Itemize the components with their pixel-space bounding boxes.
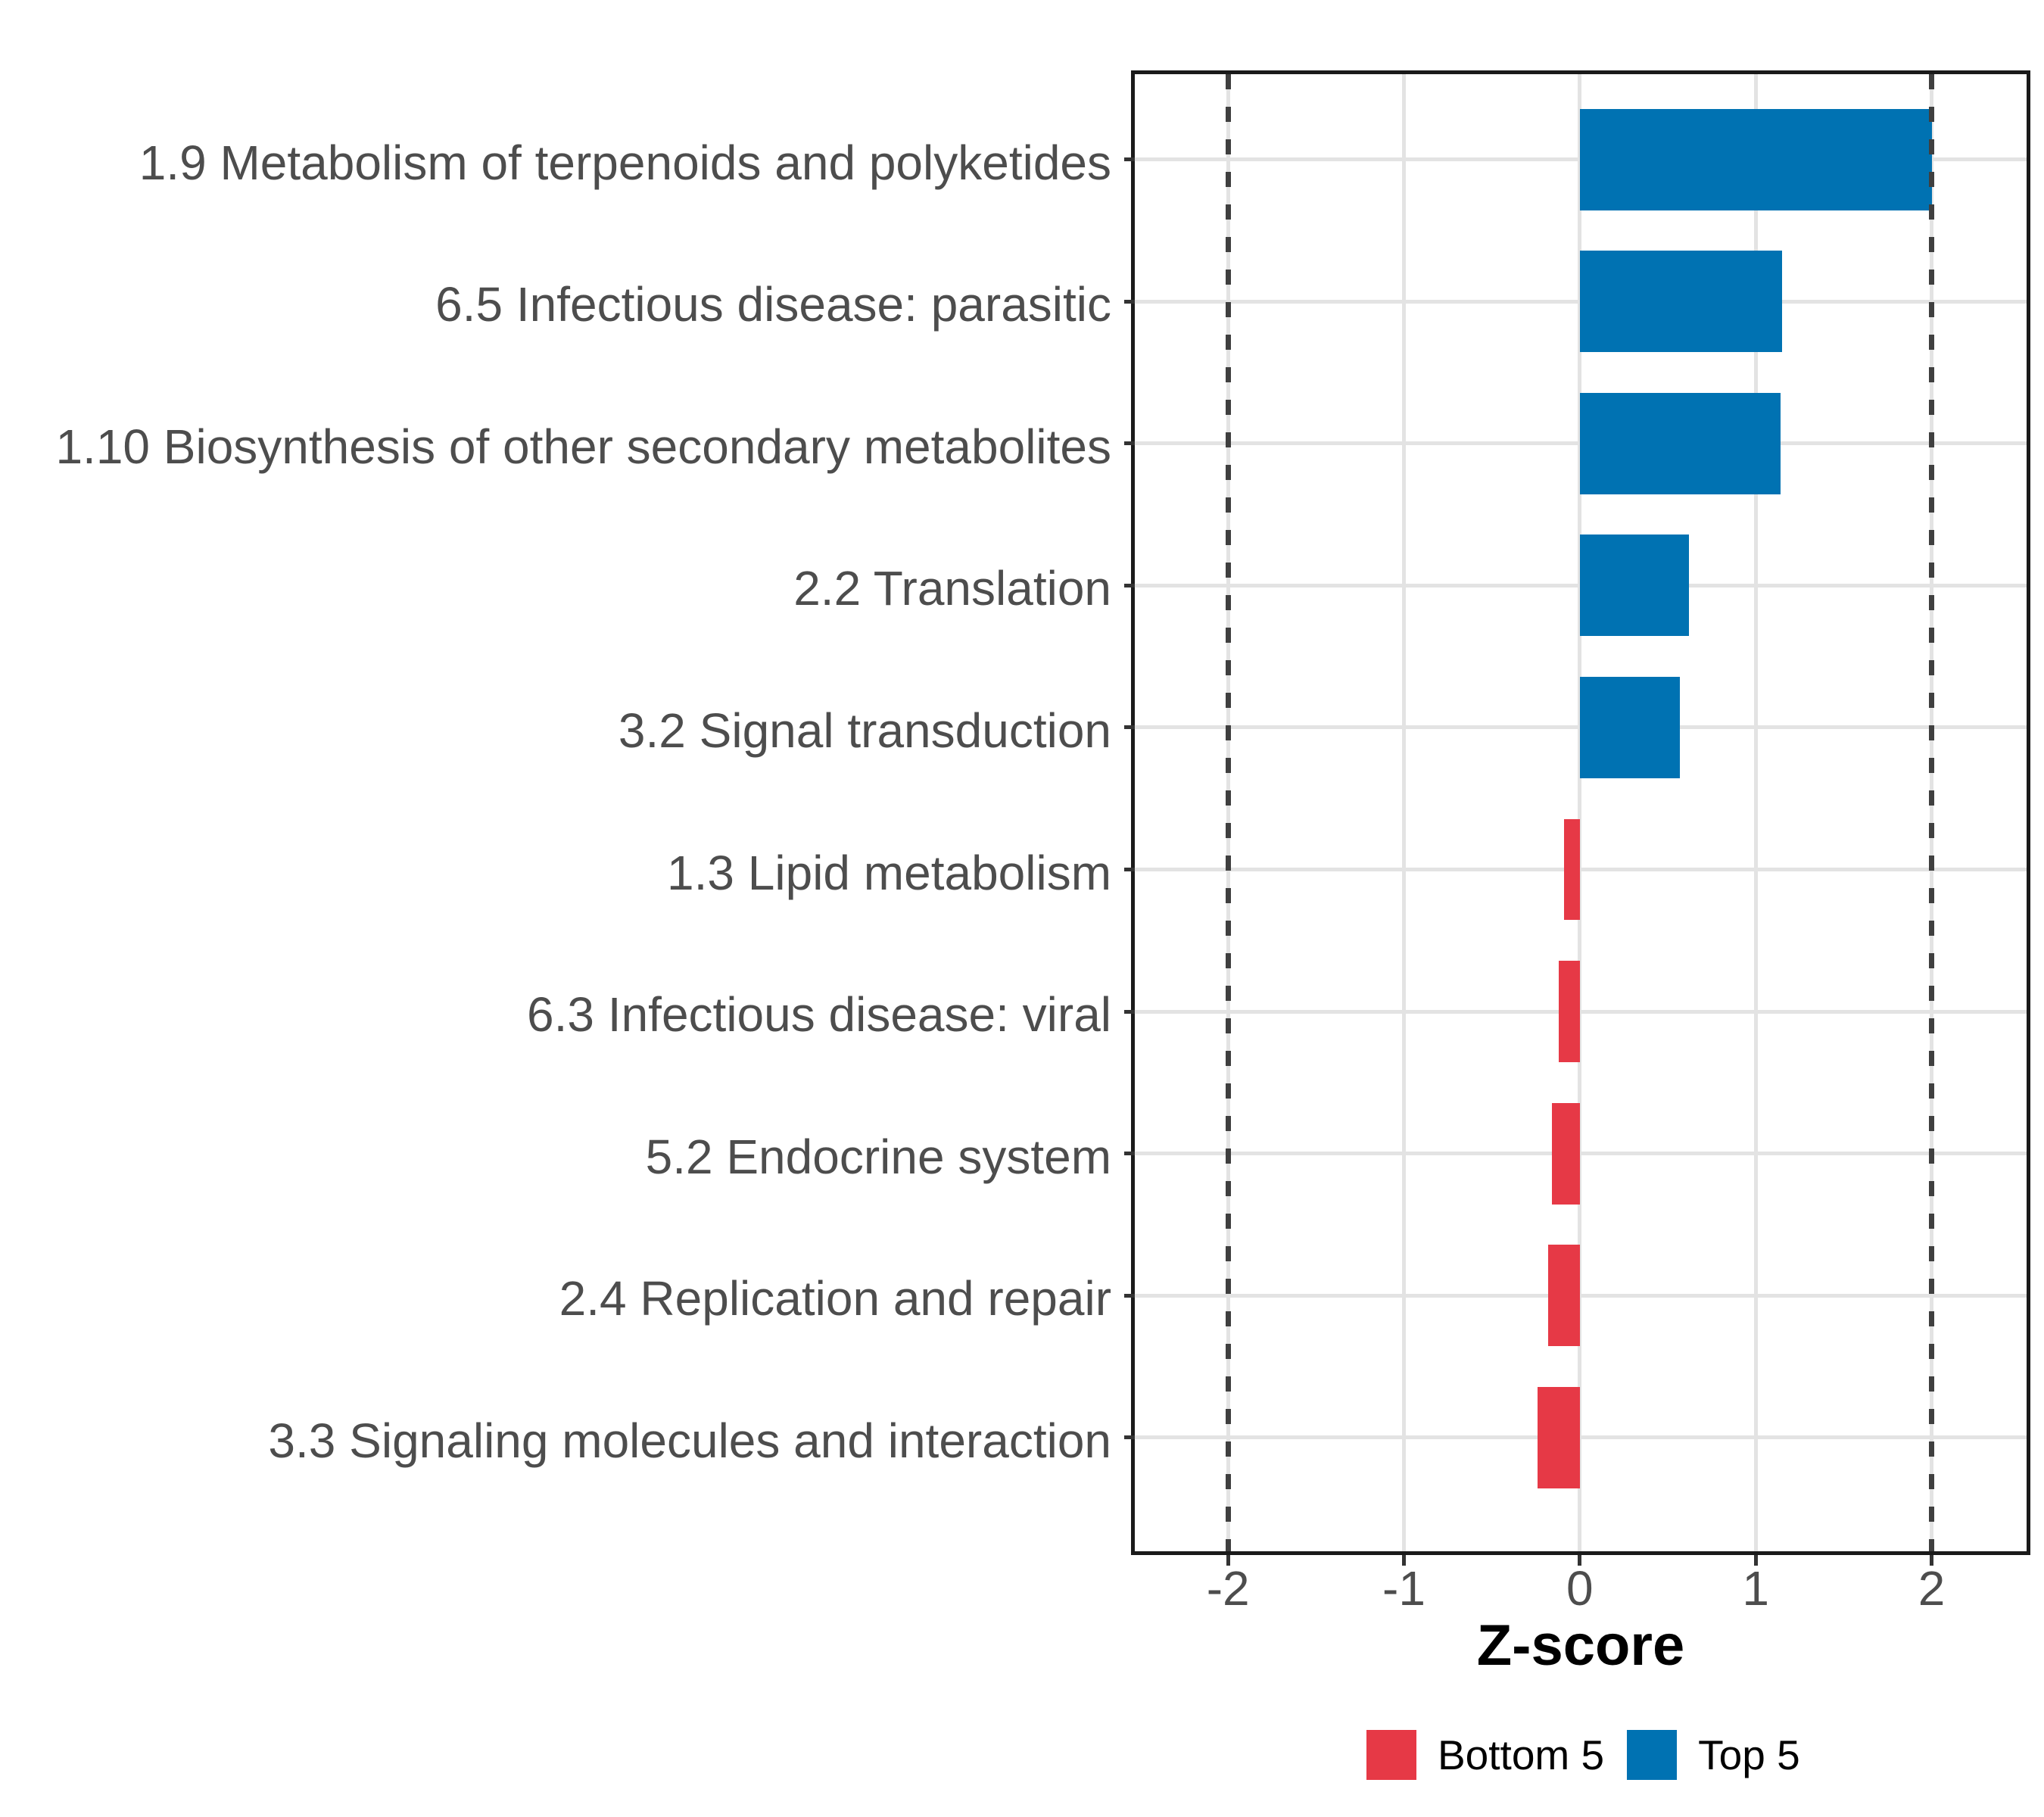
x-tick-label: 1 <box>1742 1561 1769 1616</box>
bar <box>1579 392 1781 494</box>
y-tick <box>1124 725 1135 730</box>
legend-label: Bottom 5 <box>1438 1731 1605 1778</box>
bar <box>1558 961 1580 1063</box>
bar <box>1579 251 1783 353</box>
x-tick-label: 0 <box>1566 1561 1594 1616</box>
gridline-vertical <box>1578 74 1582 1551</box>
y-tick <box>1124 1293 1135 1298</box>
x-tick <box>1401 1555 1406 1566</box>
gridline-vertical <box>1753 74 1758 1551</box>
category-label: 1.3 Lipid metabolism <box>667 845 1111 900</box>
y-tick <box>1124 868 1135 872</box>
category-label: 5.2 Endocrine system <box>645 1129 1111 1184</box>
bar <box>1538 1386 1580 1488</box>
y-tick <box>1124 157 1135 162</box>
legend-item: Top 5 <box>1627 1730 1800 1780</box>
y-tick <box>1124 1435 1135 1440</box>
category-label: 3.3 Signaling molecules and interaction <box>268 1413 1111 1468</box>
bar <box>1579 108 1932 210</box>
category-label: 1.9 Metabolism of terpenoids and polyket… <box>139 135 1111 190</box>
legend-swatch-bottom5 <box>1366 1730 1416 1780</box>
gridline-vertical <box>1401 74 1406 1551</box>
category-label: 2.4 Replication and repair <box>559 1271 1111 1326</box>
x-tick <box>1578 1555 1582 1566</box>
y-tick <box>1124 1009 1135 1014</box>
bar <box>1551 1102 1580 1205</box>
legend: Bottom 5 Top 5 <box>1366 1730 1823 1780</box>
plot-panel <box>1131 70 2030 1555</box>
x-tick <box>1753 1555 1758 1566</box>
bar <box>1563 818 1580 921</box>
x-tick-label: 2 <box>1918 1561 1946 1616</box>
y-tick <box>1124 299 1135 304</box>
x-axis-title: Z-score <box>1476 1613 1685 1678</box>
reference-line-dashed <box>1225 74 1231 1551</box>
x-tick-label: -2 <box>1206 1561 1250 1616</box>
y-tick <box>1124 1152 1135 1156</box>
bar <box>1548 1245 1580 1347</box>
x-tick <box>1930 1555 1934 1566</box>
y-tick <box>1124 441 1135 446</box>
y-tick <box>1124 583 1135 587</box>
category-label: 1.10 Biosynthesis of other secondary met… <box>55 419 1111 474</box>
bar <box>1579 676 1681 778</box>
category-label: 6.5 Infectious disease: parasitic <box>435 277 1111 332</box>
category-label: 3.2 Signal transduction <box>618 703 1111 758</box>
x-tick-label: -1 <box>1382 1561 1426 1616</box>
legend-item: Bottom 5 <box>1366 1730 1604 1780</box>
legend-swatch-top5 <box>1627 1730 1678 1780</box>
bar <box>1579 535 1689 637</box>
reference-line-dashed <box>1929 74 1935 1551</box>
category-label: 2.2 Translation <box>793 561 1111 616</box>
legend-label: Top 5 <box>1698 1731 1800 1778</box>
x-tick <box>1226 1555 1230 1566</box>
category-label: 6.3 Infectious disease: viral <box>527 987 1111 1043</box>
